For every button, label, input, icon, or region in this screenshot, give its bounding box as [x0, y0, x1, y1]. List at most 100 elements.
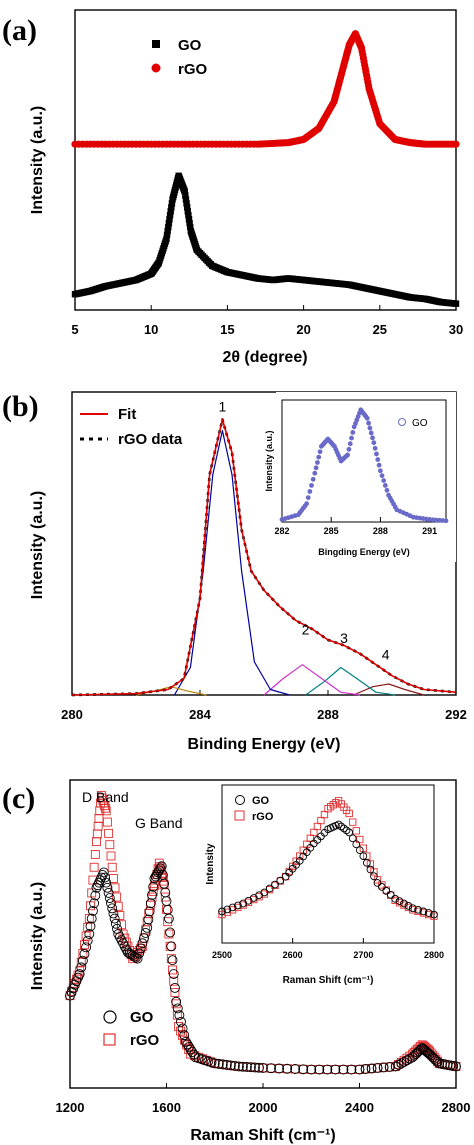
- panel-b-inset-frame: [281, 399, 447, 523]
- data-point-rgo-c: [106, 851, 116, 861]
- inset-data-point-go: [378, 468, 383, 474]
- inset-data-point-rgo-c: [332, 799, 340, 807]
- data-point-rgo-c: [89, 862, 99, 872]
- data-point-go-c: [110, 918, 121, 929]
- data-point-go: [181, 188, 188, 195]
- inset-data-point-go-c: [276, 876, 285, 885]
- data-point-go-c: [148, 881, 159, 892]
- inset-data-point-go-c: [260, 888, 269, 897]
- data-point-rgo-c: [112, 892, 122, 902]
- peak-label: 1: [219, 399, 227, 415]
- panel-b-inset-background: [276, 392, 456, 562]
- data-point-go: [186, 219, 193, 227]
- panel-c-inset-plot-area: [218, 797, 438, 920]
- inset-data-point-go-c: [408, 904, 417, 913]
- panel-b-plot-area: [71, 418, 457, 697]
- panel-a-frame: [74, 9, 457, 311]
- inset-data-point-go: [307, 489, 313, 494]
- data-point-go-c: [290, 1064, 301, 1074]
- data-point-rgo-c: [102, 817, 112, 827]
- data-point-go-c: [74, 969, 85, 979]
- data-point-go: [166, 216, 173, 223]
- inset-data-point-go: [350, 430, 356, 435]
- data-point-go-c: [102, 882, 113, 893]
- inset-data-point-go: [313, 465, 319, 471]
- data-point-rgo-c: [101, 806, 111, 816]
- inset-data-point-go-c: [348, 834, 357, 843]
- inset-data-point-go: [312, 470, 318, 476]
- data-point-rgo-c: [298, 1064, 308, 1074]
- data-point-go-c: [176, 1016, 186, 1027]
- legend-label-rgo: rGO: [178, 61, 208, 78]
- inset-legend-marker-rgo-c: [234, 810, 245, 821]
- data-point-go-c: [282, 1063, 293, 1074]
- x-tick-label: 2500: [212, 950, 232, 960]
- inset-data-point-go-c: [378, 883, 386, 891]
- data-point-go-c: [132, 953, 143, 964]
- panel-c: (c) 1200 1600 2000 2400 2800 Raman Shift (cm…: [2, 779, 470, 1144]
- annotation-g-band: G Band: [135, 815, 182, 831]
- data-point-go-c: [129, 951, 140, 962]
- data-point-go-c: [98, 867, 109, 878]
- inset-data-point-rgo-c: [349, 818, 357, 826]
- inset-data-point-go-c: [424, 909, 433, 917]
- inset-data-point-go-c: [363, 858, 371, 867]
- data-point-go-c: [346, 1064, 357, 1075]
- data-point-go-c: [221, 1059, 232, 1070]
- data-point-go-c: [79, 949, 90, 959]
- component-peak-4: [353, 683, 425, 696]
- data-point-go: [168, 204, 175, 211]
- panel-c-ylabel: Intensity (a.u.): [29, 882, 46, 990]
- data-point-rgo-c: [347, 1065, 356, 1074]
- inset-data-point-go-c: [373, 879, 382, 887]
- panel-c-inset-x-axis: 2500 2600 2700 2800: [212, 938, 444, 960]
- data-point-go-c: [107, 903, 118, 914]
- x-tick-label: 291: [422, 526, 437, 536]
- data-point-go: [187, 223, 194, 231]
- x-tick-label: 30: [449, 322, 463, 337]
- data-point-rgo-c: [322, 1065, 332, 1074]
- data-point-go-c: [113, 929, 124, 939]
- inset-data-point-go-c: [359, 852, 368, 860]
- data-point-go: [164, 227, 171, 235]
- data-point-rgo-c: [87, 888, 97, 898]
- x-tick-label: 288: [317, 707, 339, 722]
- data-point-go-c: [217, 1059, 228, 1070]
- data-point-go-c: [109, 913, 120, 924]
- inset-data-point-go-c: [234, 901, 242, 910]
- data-point-rgo-c: [94, 814, 104, 823]
- inset-legend-marker-go: [398, 418, 406, 426]
- data-point-go-c: [174, 1010, 185, 1021]
- data-point-rgo-c: [355, 1065, 364, 1074]
- data-point-go-c: [86, 913, 97, 924]
- data-point-go-c: [140, 928, 151, 938]
- panel-c-inset-frame: [221, 784, 435, 944]
- data-point-go-c: [165, 927, 176, 938]
- data-point-go-c: [77, 955, 88, 966]
- data-point-rgo-c: [104, 828, 114, 838]
- legend-label-rgo-c: rGO: [130, 1032, 160, 1049]
- data-point-go-c: [85, 921, 96, 932]
- x-tick-label: 25: [373, 322, 387, 337]
- panel-b-inset-ylabel: Intensity (a.u.): [264, 430, 274, 491]
- x-tick-label: 2400: [345, 1100, 374, 1115]
- panel-b-peak-labels: 1 2 3 4: [219, 399, 390, 663]
- data-point-rgo-c: [163, 917, 173, 927]
- x-tick-label: 20: [296, 322, 310, 337]
- data-point-go: [184, 208, 191, 215]
- data-point-go: [183, 200, 190, 207]
- panel-a-ylabel: Intensity (a.u.): [29, 106, 46, 214]
- data-point-rgo-c: [88, 875, 98, 885]
- x-tick-label: 10: [144, 322, 158, 337]
- x-tick-label: 1200: [56, 1100, 85, 1115]
- inset-legend-label-go: GO: [412, 418, 428, 429]
- data-point-go-c: [139, 933, 149, 944]
- data-point-go: [165, 223, 172, 231]
- inset-data-point-go: [347, 441, 353, 447]
- data-point-go-c: [87, 905, 98, 916]
- inset-data-point-go: [384, 487, 390, 493]
- data-point-go-c: [118, 938, 129, 949]
- data-point-go-c: [209, 1058, 220, 1069]
- data-point-go-c: [168, 969, 179, 979]
